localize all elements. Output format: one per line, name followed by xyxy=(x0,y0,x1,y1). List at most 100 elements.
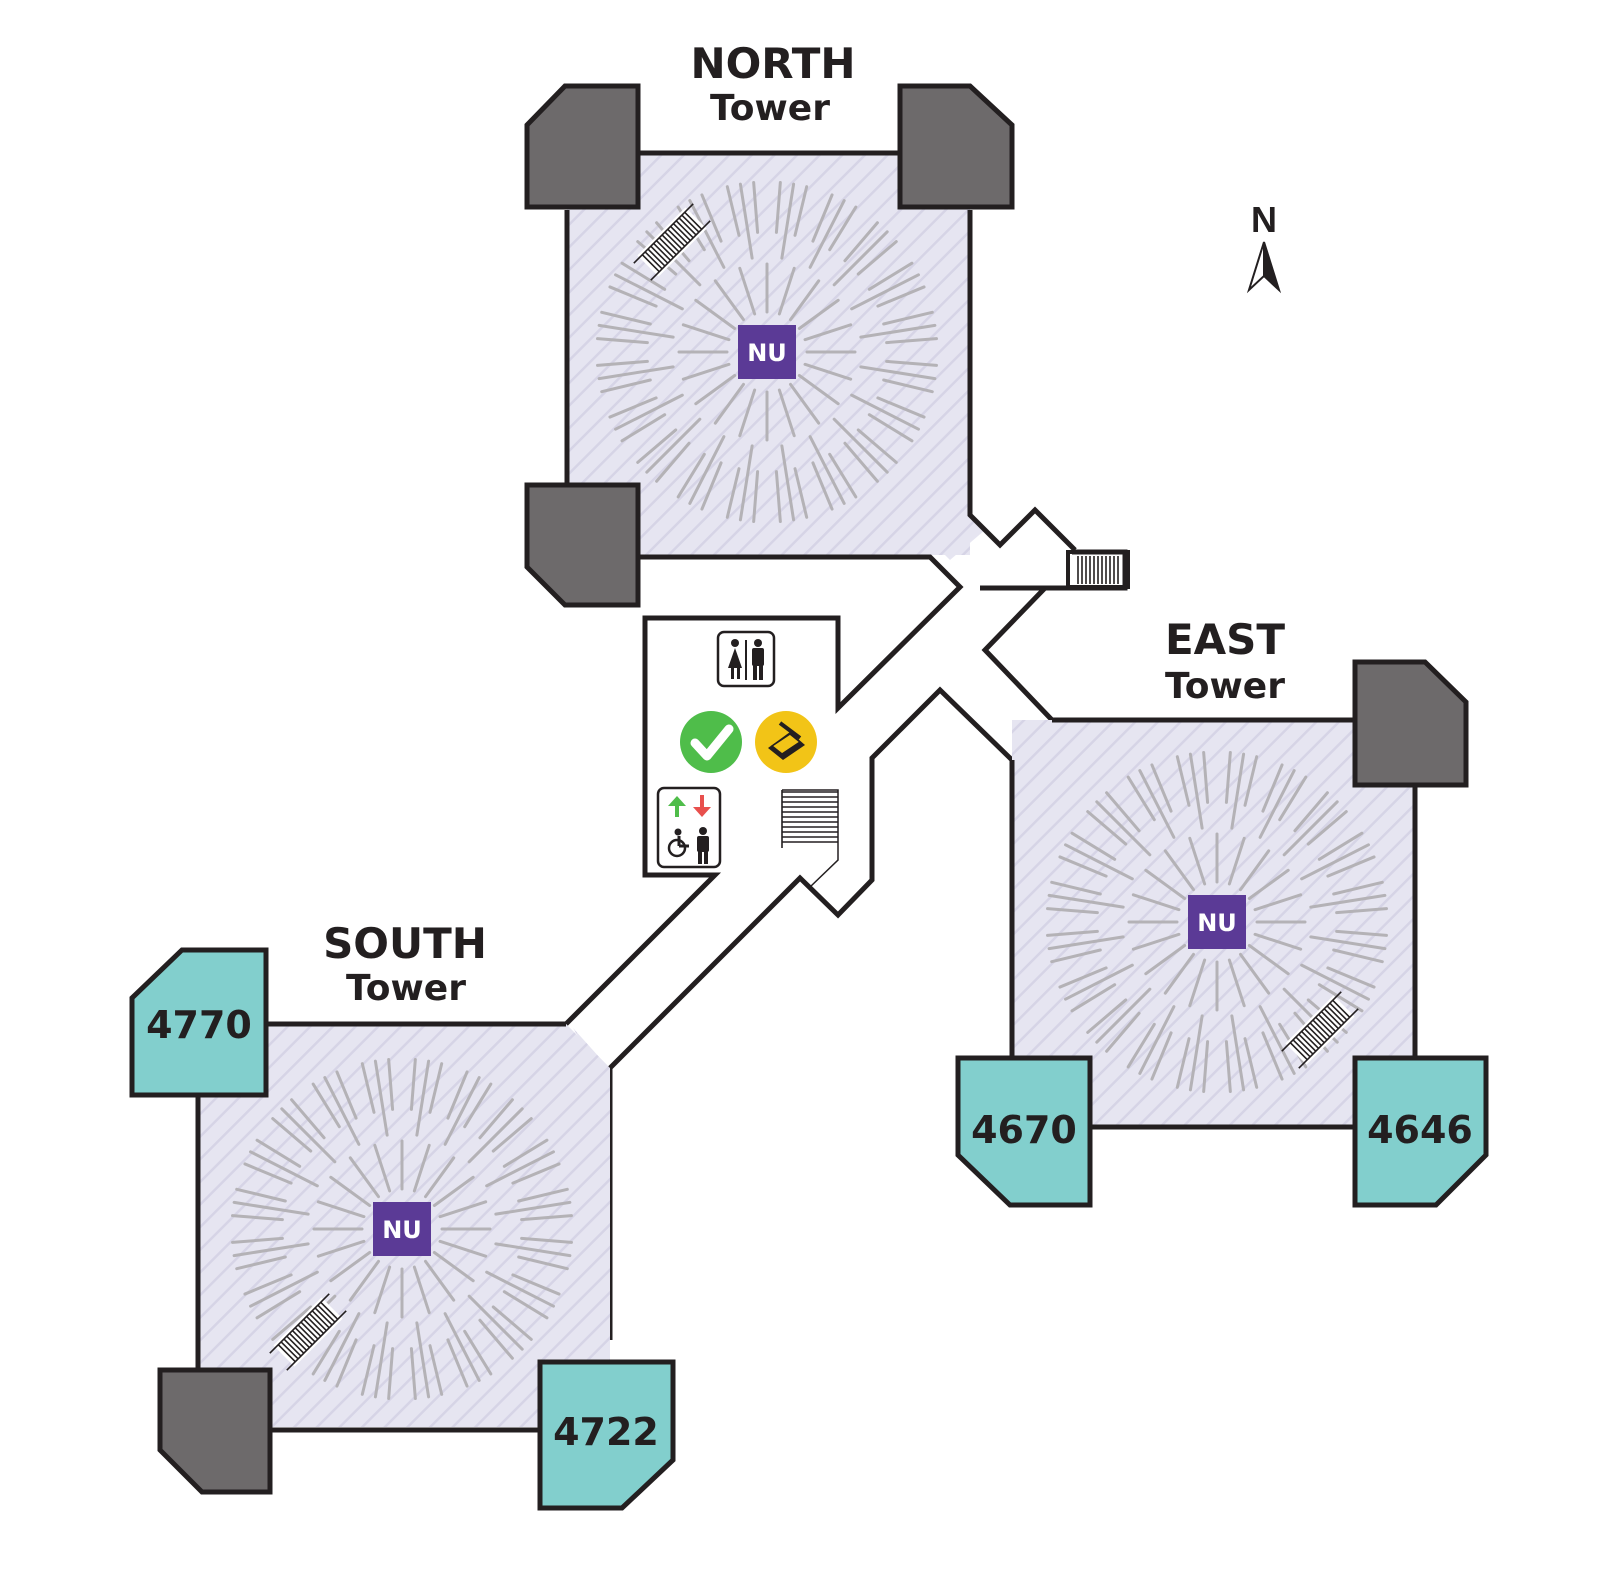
decorative-ray xyxy=(443,1076,481,1146)
scanner-icon[interactable] xyxy=(755,711,817,773)
room-4722[interactable] xyxy=(537,1359,676,1511)
north-corner-ne xyxy=(897,83,1015,210)
decorative-ray xyxy=(808,435,846,505)
decorative-ray xyxy=(335,1338,358,1388)
north-arrow-icon: N xyxy=(1246,199,1282,294)
nu-badge-east xyxy=(1188,895,1246,949)
decorative-ray xyxy=(428,1062,444,1114)
decorative-ray xyxy=(432,1175,475,1207)
decorative-ray xyxy=(780,182,796,260)
decorative-ray xyxy=(1332,948,1384,964)
decorative-ray xyxy=(232,1242,310,1258)
nu-label-south: NU xyxy=(382,1216,422,1244)
nu-label-north: NU xyxy=(747,339,787,367)
decorative-ray xyxy=(494,1242,572,1258)
decorative-ray xyxy=(596,359,649,367)
decorative-ray xyxy=(1188,836,1207,886)
decorative-ray xyxy=(1300,963,1370,1001)
room-4770-label: 4770 xyxy=(146,1003,252,1047)
decorative-ray xyxy=(1163,849,1195,892)
decorative-ray xyxy=(832,230,889,287)
room-4646[interactable] xyxy=(1352,1055,1489,1208)
decorative-ray xyxy=(463,1329,493,1376)
south-corner-sw xyxy=(157,1367,273,1495)
decorative-ray xyxy=(517,1187,569,1203)
restroom-icon[interactable] xyxy=(716,630,776,688)
decorative-ray xyxy=(1188,958,1207,1008)
decorative-ray xyxy=(235,1255,287,1271)
decorative-ray xyxy=(1105,791,1141,833)
stair-tread xyxy=(672,223,691,242)
stair-rail xyxy=(286,1310,347,1371)
decorative-ray xyxy=(876,285,926,308)
decorative-ray xyxy=(811,193,834,243)
decorative-ray xyxy=(850,273,920,311)
decorative-ray xyxy=(517,1255,569,1271)
east-corner-ne xyxy=(1352,659,1469,788)
decorative-ray xyxy=(1239,849,1271,892)
decorative-ray xyxy=(271,1305,313,1341)
decorative-ray xyxy=(271,1117,313,1153)
stair-tread xyxy=(1306,1025,1325,1044)
decorative-ray xyxy=(694,298,737,330)
decorative-ray xyxy=(1261,763,1284,813)
decorative-ray xyxy=(323,1312,361,1382)
stair-tread xyxy=(667,228,686,247)
stair-tread xyxy=(320,1301,339,1320)
stair-tread xyxy=(308,1313,327,1332)
stair-tread xyxy=(664,231,683,250)
stair-tread xyxy=(283,1338,302,1357)
north-corner-sw xyxy=(524,482,641,608)
compass-label: N xyxy=(1251,199,1277,240)
room-4770[interactable] xyxy=(129,947,269,1098)
decorative-ray xyxy=(1224,751,1232,804)
checkmark-icon[interactable] xyxy=(680,711,742,773)
decorative-ray xyxy=(752,181,760,234)
decorative-ray xyxy=(645,417,702,474)
decorative-ray xyxy=(1126,775,1156,822)
stair-tread xyxy=(1329,1002,1348,1021)
decorative-ray xyxy=(725,185,741,237)
decorative-ray xyxy=(311,1329,341,1376)
decorative-ray xyxy=(360,1062,376,1114)
stair-tread xyxy=(661,234,680,253)
decorative-ray xyxy=(713,279,745,322)
decorative-ray xyxy=(249,1150,319,1188)
decorative-ray xyxy=(491,1117,533,1153)
stair-tread xyxy=(1312,1019,1331,1038)
decorative-ray xyxy=(1058,855,1108,878)
decorative-ray xyxy=(1309,893,1387,909)
south-tower-subtitle: Tower xyxy=(346,968,466,1009)
stair-rail xyxy=(1298,1008,1359,1069)
decorative-ray xyxy=(290,1098,326,1140)
stair-tread xyxy=(303,1318,322,1337)
stair-tread xyxy=(277,1344,296,1363)
decorative-ray xyxy=(424,1259,456,1302)
nu-label-east: NU xyxy=(1197,909,1237,937)
stair-tread xyxy=(1326,1005,1345,1024)
stair-tread xyxy=(1301,1030,1320,1049)
room-4670[interactable] xyxy=(955,1055,1093,1208)
decorative-ray xyxy=(485,1270,555,1308)
decorative-ray xyxy=(1150,763,1173,813)
decorative-ray xyxy=(243,1273,293,1296)
decorative-ray xyxy=(316,1239,366,1258)
decorative-ray xyxy=(424,1156,456,1199)
decorative-ray xyxy=(713,382,745,425)
decorative-ray xyxy=(373,1143,392,1193)
decorative-ray xyxy=(1150,1031,1173,1081)
stair-tread xyxy=(1332,999,1351,1018)
decorative-ray xyxy=(797,374,840,406)
decorative-ray xyxy=(1086,998,1128,1034)
elevator-icon[interactable] xyxy=(656,786,722,869)
room-4646-label: 4646 xyxy=(1367,1108,1473,1152)
decorative-ray xyxy=(738,182,754,260)
stair-tread xyxy=(317,1304,336,1323)
decorative-ray xyxy=(373,1265,392,1315)
decorative-ray xyxy=(1258,1005,1296,1075)
decorative-ray xyxy=(467,1294,524,1351)
decorative-ray xyxy=(360,1344,376,1396)
east-tower-subtitle: Tower xyxy=(1165,666,1285,707)
decorative-ray xyxy=(876,396,926,419)
